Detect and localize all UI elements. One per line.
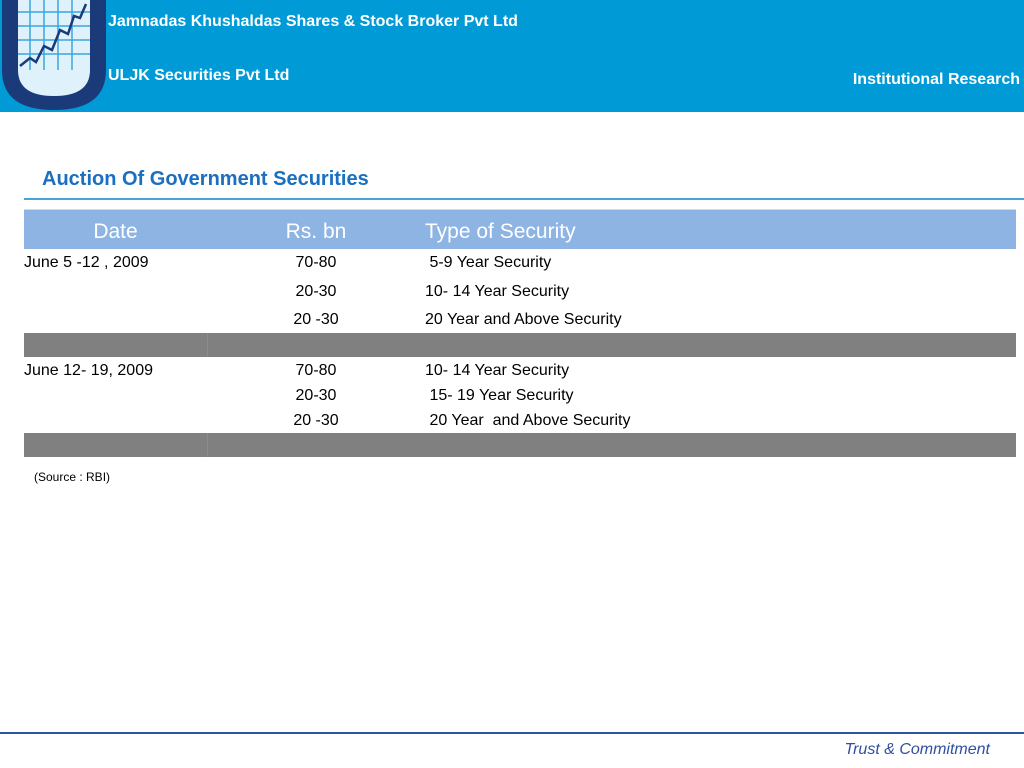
table-row: 20 -30 20 Year and Above Security	[24, 412, 1016, 432]
table-row: 20-30 10- 14 Year Security	[24, 283, 1016, 303]
table-row: June 5 -12 , 2009 70-80 5-9 Year Securit…	[24, 254, 1016, 274]
amount-cell: 70-80	[295, 254, 337, 271]
separator-cell-divider	[207, 433, 208, 457]
company-name-primary: Jamnadas Khushaldas Shares & Stock Broke…	[108, 13, 518, 30]
amount-cell: 20 -30	[293, 412, 339, 429]
group-separator	[24, 333, 1016, 357]
auction-date: June 12- 19, 2009	[24, 362, 153, 379]
auction-table: Date Rs. bn Type of Security June 5 -12 …	[24, 209, 1016, 457]
group-separator	[24, 433, 1016, 457]
security-type-cell: 10- 14 Year Security	[425, 283, 570, 300]
source-note: (Source : RBI)	[34, 470, 111, 484]
uljk-logo-icon	[2, 0, 106, 110]
auction-group: June 12- 19, 2009 70-80 10- 14 Year Secu…	[24, 357, 1016, 433]
column-header-amount: Rs. bn	[285, 220, 347, 243]
table-header: Date Rs. bn Type of Security	[24, 209, 1016, 249]
auction-group: June 5 -12 , 2009 70-80 5-9 Year Securit…	[24, 249, 1016, 333]
table-row: 20-30 15- 19 Year Security	[24, 387, 1016, 407]
page-title: Auction Of Government Securities	[42, 168, 369, 190]
security-type-cell: 5-9 Year Security	[425, 254, 552, 271]
security-type-cell: 10- 14 Year Security	[425, 362, 570, 379]
security-type-cell: 15- 19 Year Security	[425, 387, 574, 404]
company-name-secondary: ULJK Securities Pvt Ltd	[108, 67, 290, 84]
security-type-cell: 20 Year and Above Security	[425, 412, 631, 429]
amount-cell: 70-80	[295, 362, 337, 379]
amount-cell: 20 -30	[293, 311, 339, 328]
column-header-type: Type of Security	[425, 220, 576, 243]
amount-cell: 20-30	[295, 387, 337, 404]
table-row: 20 -30 20 Year and Above Security	[24, 311, 1016, 331]
division-label: Institutional Research	[852, 71, 1020, 88]
column-header-date: Date	[93, 220, 138, 243]
security-type-cell: 20 Year and Above Security	[425, 311, 622, 328]
separator-cell-divider	[207, 333, 208, 357]
footer-divider	[0, 732, 1024, 734]
header-banner: Jamnadas Khushaldas Shares & Stock Broke…	[0, 0, 1024, 112]
amount-cell: 20-30	[295, 283, 337, 300]
title-divider	[24, 198, 1024, 200]
footer-tagline: Trust & Commitment	[844, 741, 991, 758]
table-row: June 12- 19, 2009 70-80 10- 14 Year Secu…	[24, 362, 1016, 382]
auction-date: June 5 -12 , 2009	[24, 254, 149, 271]
